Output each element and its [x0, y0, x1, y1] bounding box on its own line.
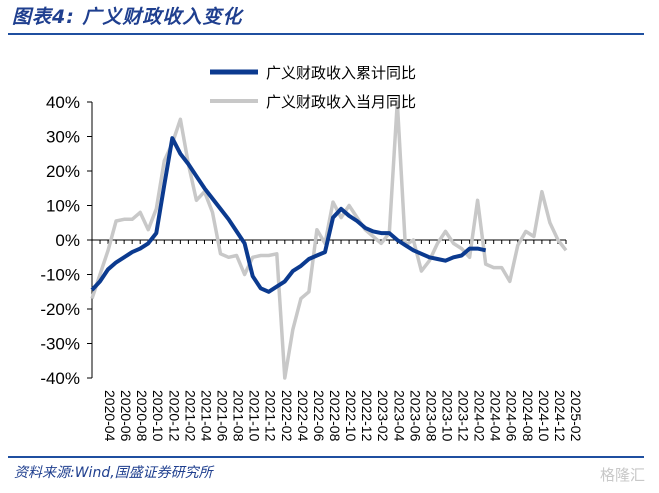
x-tick-label: 2023-10	[439, 390, 455, 442]
y-tick-label: 10%	[46, 197, 80, 216]
series-line-1	[90, 136, 487, 294]
x-tick-label: 2023-04	[391, 390, 407, 442]
y-tick-label: 20%	[46, 162, 80, 181]
x-tick-label: 2022-12	[359, 390, 375, 442]
x-tick-label: 2023-06	[407, 390, 423, 442]
y-tick-label: -40%	[40, 369, 80, 388]
y-tick-label: 0%	[55, 231, 80, 250]
y-tick-label: 30%	[46, 128, 80, 147]
x-tick-label: 2024-06	[504, 390, 520, 442]
x-tick-label: 2022-02	[279, 390, 295, 442]
x-tick-label: 2020-04	[102, 390, 118, 442]
x-tick-label: 2025-02	[568, 390, 584, 442]
x-tick-label: 2021-12	[263, 390, 279, 442]
x-tick-label: 2024-02	[472, 390, 488, 442]
x-tick-label: 2024-10	[536, 390, 552, 442]
x-tick-label: 2020-10	[150, 390, 166, 442]
x-tick-label: 2020-12	[166, 390, 182, 442]
figure-title: 图表4: 广义财政收入变化	[12, 6, 243, 28]
y-tick-label: 40%	[46, 93, 80, 112]
x-tick-label: 2021-02	[182, 390, 198, 442]
legend-label: 广义财政收入当月同比	[266, 93, 416, 111]
title-divider	[8, 33, 644, 35]
x-tick-label: 2021-10	[247, 390, 263, 442]
line-chart: 40%30%20%10%0%-10%-20%-30%-40%2020-04 202…	[40, 64, 584, 442]
x-tick-label: 2023-08	[423, 390, 439, 442]
x-tick-label: 2024-04	[488, 390, 504, 442]
x-tick-label: 2024-08	[520, 390, 536, 442]
x-tick-label: 2021-04	[198, 390, 214, 442]
x-tick-label: 2022-04	[295, 390, 311, 442]
x-tick-label: 2024-12	[552, 390, 568, 442]
legend-label: 广义财政收入累计同比	[266, 64, 416, 82]
x-tick-label: 2021-06	[215, 390, 231, 442]
source-note: 资料来源:Wind,国盛证券研究所	[14, 465, 213, 481]
x-tick-label: 2023-02	[375, 390, 391, 442]
x-tick-label: 2023-12	[456, 390, 472, 442]
x-tick-label: 2022-10	[343, 390, 359, 442]
y-tick-label: -30%	[40, 335, 80, 354]
y-tick-label: -20%	[40, 300, 80, 319]
x-tick-label: 2022-08	[327, 390, 343, 442]
x-tick-label: 2022-06	[311, 390, 327, 442]
watermark-logo: 格隆汇	[599, 466, 645, 484]
x-tick-label: 2021-08	[231, 390, 247, 442]
x-tick-label: 2020-06	[118, 390, 134, 442]
x-tick-label: 2020-08	[134, 390, 150, 442]
y-tick-label: -10%	[40, 266, 80, 285]
footer-divider	[8, 456, 644, 458]
